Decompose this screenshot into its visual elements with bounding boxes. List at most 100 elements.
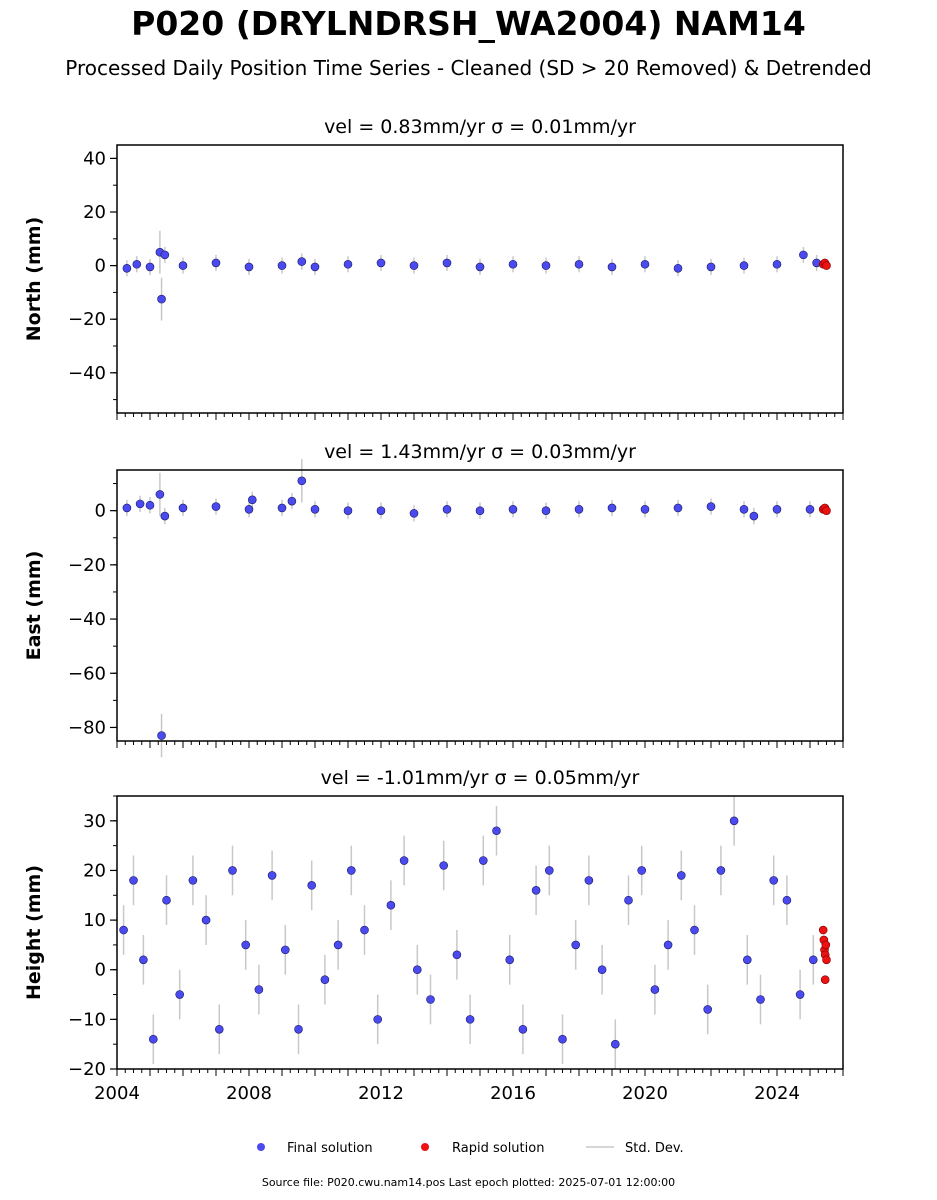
final-point bbox=[346, 866, 356, 875]
final-point bbox=[739, 504, 749, 514]
final-point bbox=[742, 955, 752, 965]
y-tick-label: 0 bbox=[95, 960, 106, 981]
final-point bbox=[139, 955, 148, 965]
final-point bbox=[211, 502, 221, 511]
final-point bbox=[805, 504, 815, 514]
final-point bbox=[294, 1024, 303, 1034]
y-tick-label: 30 bbox=[83, 811, 106, 832]
final-point bbox=[267, 871, 277, 880]
panel-title: vel = 1.43mm/yr σ = 0.03mm/yr bbox=[324, 441, 636, 463]
final-point bbox=[426, 995, 435, 1004]
x-tick-label: 2016 bbox=[490, 1083, 536, 1104]
y-tick-label: 40 bbox=[83, 148, 106, 169]
final-point bbox=[640, 504, 650, 514]
final-point bbox=[756, 995, 765, 1004]
final-point bbox=[145, 262, 155, 272]
y-tick-label: 20 bbox=[83, 860, 106, 881]
final-point bbox=[690, 925, 699, 935]
final-point bbox=[640, 259, 650, 269]
final-point bbox=[254, 985, 264, 994]
final-point bbox=[310, 504, 320, 514]
final-point bbox=[574, 504, 584, 514]
legend-label-stddev: Std. Dev. bbox=[625, 1141, 684, 1156]
chart-subtitle: Processed Daily Position Time Series - C… bbox=[65, 56, 872, 80]
final-point bbox=[673, 263, 683, 273]
x-tick-label: 2008 bbox=[226, 1083, 272, 1104]
final-point bbox=[360, 925, 369, 935]
plot-frame bbox=[116, 144, 844, 414]
final-point bbox=[122, 503, 132, 513]
final-point bbox=[399, 856, 409, 865]
rapid-point bbox=[820, 975, 830, 984]
y-axis-label: North (mm) bbox=[23, 217, 45, 342]
final-point bbox=[135, 499, 145, 509]
y-tick-label: −40 bbox=[68, 609, 106, 630]
final-point bbox=[799, 250, 808, 260]
final-point bbox=[277, 503, 287, 513]
final-point bbox=[343, 259, 353, 269]
y-tick-label: 10 bbox=[83, 910, 106, 931]
final-point bbox=[508, 504, 518, 514]
legend-label-final: Final solution bbox=[287, 1141, 373, 1156]
final-point bbox=[808, 955, 818, 965]
final-point bbox=[287, 496, 297, 506]
y-axis-label: East (mm) bbox=[23, 551, 45, 661]
final-point bbox=[122, 263, 132, 273]
y-tick-label: 0 bbox=[95, 501, 106, 522]
final-point bbox=[188, 876, 198, 885]
final-point bbox=[310, 262, 320, 272]
final-point bbox=[145, 500, 155, 510]
final-point bbox=[475, 506, 485, 515]
series-group bbox=[119, 796, 831, 1069]
final-point bbox=[412, 965, 422, 975]
final-point bbox=[215, 1024, 224, 1034]
final-point bbox=[439, 861, 449, 870]
final-point bbox=[650, 985, 660, 994]
panel-title: vel = -1.01mm/yr σ = 0.05mm/yr bbox=[321, 767, 640, 789]
final-point bbox=[492, 826, 501, 836]
final-point bbox=[373, 1015, 383, 1024]
y-tick-label: 0 bbox=[95, 256, 106, 277]
final-point bbox=[442, 258, 452, 268]
final-point bbox=[607, 262, 617, 272]
final-point bbox=[478, 856, 488, 865]
y-axis-label: Height (mm) bbox=[23, 865, 45, 1000]
final-point bbox=[703, 1005, 713, 1014]
rapid-point bbox=[821, 940, 831, 950]
final-point bbox=[475, 262, 485, 272]
final-point bbox=[409, 261, 419, 270]
final-point bbox=[729, 816, 739, 826]
final-point bbox=[211, 258, 221, 268]
x-tick-label: 2020 bbox=[622, 1083, 668, 1104]
legend-marker-final bbox=[257, 1143, 265, 1151]
final-point bbox=[297, 476, 307, 486]
final-point bbox=[610, 1039, 620, 1049]
series-group bbox=[122, 230, 831, 321]
final-point bbox=[558, 1034, 567, 1044]
rapid-point bbox=[822, 955, 831, 965]
legend-marker-rapid bbox=[421, 1143, 429, 1151]
final-point bbox=[769, 876, 779, 885]
final-point bbox=[307, 881, 317, 890]
y-tick-label: −80 bbox=[68, 717, 106, 738]
final-point bbox=[624, 895, 633, 905]
final-point bbox=[772, 504, 782, 514]
plot-frame bbox=[116, 795, 844, 1070]
final-point bbox=[297, 257, 307, 266]
final-point bbox=[584, 876, 594, 885]
final-point bbox=[376, 258, 386, 268]
final-point bbox=[442, 504, 452, 514]
final-point bbox=[706, 262, 716, 272]
final-point bbox=[607, 503, 617, 513]
final-point bbox=[663, 940, 673, 950]
final-point bbox=[706, 502, 716, 511]
footer-source-note: Source file: P020.cwu.nam14.pos Last epo… bbox=[261, 1176, 676, 1189]
final-point bbox=[772, 259, 782, 269]
final-point bbox=[505, 955, 515, 965]
final-point bbox=[149, 1034, 158, 1044]
final-point bbox=[333, 940, 343, 950]
panel-title: vel = 0.83mm/yr σ = 0.01mm/yr bbox=[324, 116, 636, 138]
x-tick-label: 2004 bbox=[94, 1083, 140, 1104]
chart-title: P020 (DRYLNDRSH_WA2004) NAM14 bbox=[131, 4, 806, 43]
final-point bbox=[465, 1015, 475, 1024]
